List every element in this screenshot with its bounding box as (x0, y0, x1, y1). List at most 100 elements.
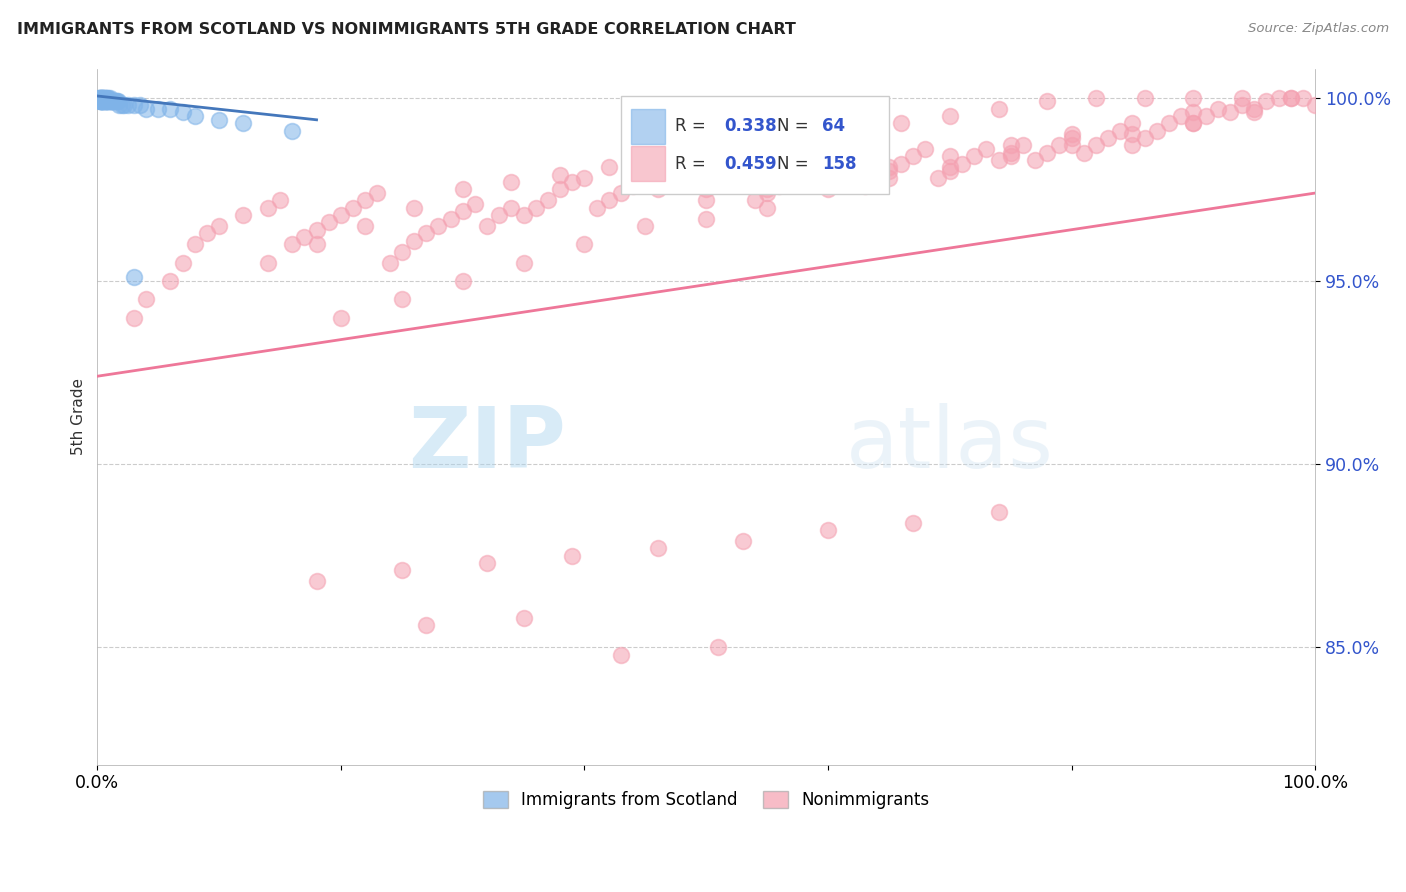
Text: Source: ZipAtlas.com: Source: ZipAtlas.com (1249, 22, 1389, 36)
Point (1060, 131, 1083, 145)
Point (148, 102, 170, 116)
Point (877, 164, 900, 178)
Point (731, 534, 754, 549)
Point (87, 91, 110, 105)
Point (305, 237, 328, 252)
Point (1133, 131, 1156, 145)
Point (451, 274, 474, 288)
Point (610, 186, 633, 200)
Text: IMMIGRANTS FROM SCOTLAND VS NONIMMIGRANTS 5TH GRADE CORRELATION CHART: IMMIGRANTS FROM SCOTLAND VS NONIMMIGRANT… (17, 22, 796, 37)
Point (512, 208, 534, 222)
Point (1230, 91, 1253, 105)
Point (488, 208, 510, 222)
Point (793, 164, 815, 178)
Point (391, 244, 413, 259)
Point (1267, 91, 1289, 105)
Point (1182, 116, 1205, 130)
Point (101, 95, 124, 109)
Y-axis label: 5th Grade: 5th Grade (72, 378, 86, 455)
Point (1206, 102, 1229, 116)
Point (1157, 116, 1180, 130)
Point (475, 219, 498, 233)
Point (122, 98, 145, 112)
Point (548, 182, 571, 196)
Point (1303, 98, 1326, 112)
Point (391, 563, 413, 577)
Point (342, 201, 364, 215)
Point (94, 95, 117, 109)
Point (451, 182, 474, 196)
Point (647, 182, 669, 196)
Point (512, 255, 534, 269)
Point (1292, 91, 1315, 105)
Point (257, 201, 280, 215)
Point (93, 91, 115, 105)
Point (1182, 105, 1205, 120)
Legend: Immigrants from Scotland, Nonimmigrants: Immigrants from Scotland, Nonimmigrants (477, 784, 936, 815)
Point (1084, 91, 1107, 105)
Point (877, 161, 900, 175)
Point (97, 91, 120, 105)
Point (574, 171, 596, 186)
Point (91, 95, 114, 109)
Point (939, 109, 962, 123)
FancyBboxPatch shape (631, 109, 665, 144)
Point (93, 95, 115, 109)
Point (817, 523, 839, 537)
Point (93, 91, 115, 105)
Point (101, 95, 124, 109)
Point (780, 171, 803, 186)
Point (98, 91, 121, 105)
Point (817, 182, 839, 196)
Point (91, 91, 114, 105)
Point (98, 95, 121, 109)
Point (1279, 91, 1302, 105)
Point (1121, 128, 1143, 142)
Point (93, 91, 115, 105)
Point (90, 95, 112, 109)
Point (841, 124, 863, 138)
Point (707, 175, 730, 189)
Point (793, 131, 815, 145)
Point (96, 95, 118, 109)
Point (1121, 116, 1143, 130)
Point (451, 204, 474, 219)
Point (415, 227, 437, 241)
Point (671, 164, 693, 178)
Point (574, 237, 596, 252)
Point (305, 574, 328, 589)
Point (768, 178, 790, 193)
Point (744, 138, 766, 153)
Point (415, 618, 437, 632)
Text: ZIP: ZIP (409, 403, 567, 486)
Point (877, 171, 900, 186)
Point (987, 505, 1010, 519)
Point (93, 91, 115, 105)
Point (208, 112, 231, 127)
Point (683, 157, 706, 171)
Point (987, 153, 1010, 167)
Point (90, 91, 112, 105)
Point (159, 102, 181, 116)
Point (647, 153, 669, 167)
Point (89, 95, 111, 109)
Point (98, 95, 121, 109)
Point (97, 95, 120, 109)
Point (1182, 91, 1205, 105)
Point (537, 194, 560, 208)
Point (695, 211, 717, 226)
Point (1000, 145, 1022, 160)
FancyBboxPatch shape (621, 96, 889, 194)
Point (1243, 102, 1265, 116)
Point (950, 157, 973, 171)
Point (464, 197, 486, 211)
FancyBboxPatch shape (631, 146, 665, 181)
Point (695, 182, 717, 196)
Point (1000, 149, 1022, 163)
Point (963, 149, 986, 163)
Point (1243, 105, 1265, 120)
Point (548, 168, 571, 182)
Point (292, 230, 315, 244)
Point (890, 116, 912, 130)
Point (1060, 138, 1083, 153)
